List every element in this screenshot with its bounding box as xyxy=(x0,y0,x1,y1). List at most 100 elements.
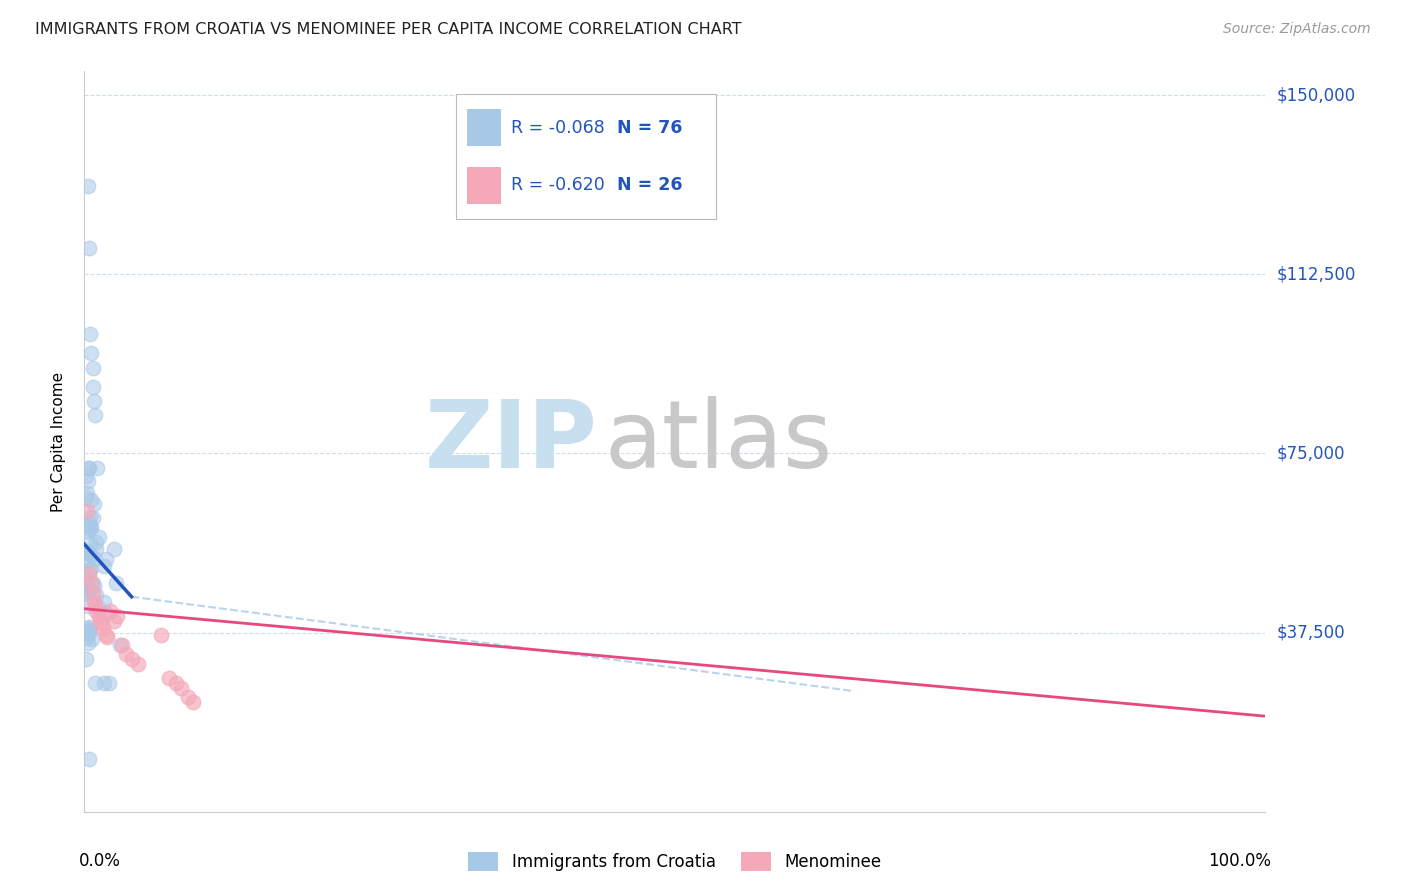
Point xyxy=(80,346,103,360)
Point xyxy=(104,576,127,591)
Point xyxy=(82,510,104,524)
Point xyxy=(80,520,103,534)
Point xyxy=(79,536,101,550)
Point xyxy=(157,671,180,685)
Point xyxy=(77,624,100,638)
Point xyxy=(89,614,111,628)
Point xyxy=(75,571,97,585)
Text: $150,000: $150,000 xyxy=(1277,87,1355,104)
Point xyxy=(77,460,100,475)
Text: $37,500: $37,500 xyxy=(1277,624,1346,641)
Point xyxy=(96,631,118,645)
Text: Source: ZipAtlas.com: Source: ZipAtlas.com xyxy=(1223,22,1371,37)
Point xyxy=(75,585,97,599)
Point xyxy=(91,615,114,630)
Point xyxy=(91,621,114,635)
Point xyxy=(98,604,121,618)
Point xyxy=(79,522,101,536)
Point xyxy=(170,681,193,695)
Point xyxy=(150,628,173,642)
Point xyxy=(77,547,100,561)
Point xyxy=(76,517,98,532)
Point xyxy=(75,631,97,645)
Point xyxy=(76,545,98,559)
Point xyxy=(94,628,117,642)
Point xyxy=(79,563,101,577)
Point xyxy=(79,460,101,475)
Point xyxy=(75,544,97,558)
Point xyxy=(80,548,103,562)
Point xyxy=(79,510,101,524)
Point xyxy=(84,541,107,556)
Point xyxy=(79,582,101,597)
Point xyxy=(77,636,100,650)
Point xyxy=(94,551,117,566)
Text: 100.0%: 100.0% xyxy=(1208,853,1271,871)
Point xyxy=(77,179,100,194)
Point xyxy=(84,552,107,566)
Point xyxy=(83,497,105,511)
Point xyxy=(77,752,100,766)
Point xyxy=(76,504,98,518)
Point xyxy=(84,534,107,549)
Point xyxy=(127,657,149,671)
Point xyxy=(87,600,110,615)
Point xyxy=(82,585,104,599)
Point xyxy=(181,695,204,709)
Point xyxy=(75,490,97,504)
Point xyxy=(103,541,125,556)
Point xyxy=(82,576,104,591)
Point xyxy=(77,474,100,488)
Point xyxy=(87,608,110,623)
Point xyxy=(77,566,100,580)
Text: $112,500: $112,500 xyxy=(1277,265,1355,284)
Point xyxy=(177,690,200,704)
Point xyxy=(83,393,105,408)
Point xyxy=(86,588,108,602)
Point xyxy=(77,241,100,255)
Point xyxy=(107,608,129,623)
Point xyxy=(121,652,143,666)
Point xyxy=(84,409,107,423)
Point xyxy=(77,626,100,640)
Point xyxy=(77,599,100,613)
Point xyxy=(93,595,115,609)
Point xyxy=(86,460,108,475)
Point xyxy=(80,575,103,590)
Text: atlas: atlas xyxy=(605,395,832,488)
Point xyxy=(93,558,115,573)
Point xyxy=(82,379,104,393)
Text: ZIP: ZIP xyxy=(425,395,598,488)
Point xyxy=(77,524,100,538)
Point xyxy=(114,647,136,661)
Point xyxy=(108,638,131,652)
Point xyxy=(76,585,98,599)
Point xyxy=(84,599,107,614)
Point xyxy=(166,675,188,690)
Text: 0.0%: 0.0% xyxy=(79,853,121,871)
Point xyxy=(77,516,100,531)
Text: IMMIGRANTS FROM CROATIA VS MENOMINEE PER CAPITA INCOME CORRELATION CHART: IMMIGRANTS FROM CROATIA VS MENOMINEE PER… xyxy=(35,22,742,37)
Point xyxy=(79,327,101,342)
Text: $75,000: $75,000 xyxy=(1277,444,1346,462)
Point xyxy=(76,621,98,635)
Point xyxy=(75,652,97,666)
Point xyxy=(79,620,101,634)
Legend: Immigrants from Croatia, Menominee: Immigrants from Croatia, Menominee xyxy=(461,845,889,878)
Point xyxy=(79,623,101,637)
Point xyxy=(79,520,101,534)
Point xyxy=(82,360,104,375)
Point xyxy=(77,553,100,567)
Point xyxy=(83,675,105,690)
Point xyxy=(89,530,111,544)
Point xyxy=(80,492,103,507)
Point xyxy=(98,675,121,690)
Point xyxy=(96,606,118,620)
Point xyxy=(75,468,97,483)
Point xyxy=(111,638,134,652)
Point xyxy=(84,604,107,618)
Point xyxy=(76,486,98,500)
Y-axis label: Per Capita Income: Per Capita Income xyxy=(51,371,66,512)
Point xyxy=(103,614,125,628)
Point xyxy=(93,675,115,690)
